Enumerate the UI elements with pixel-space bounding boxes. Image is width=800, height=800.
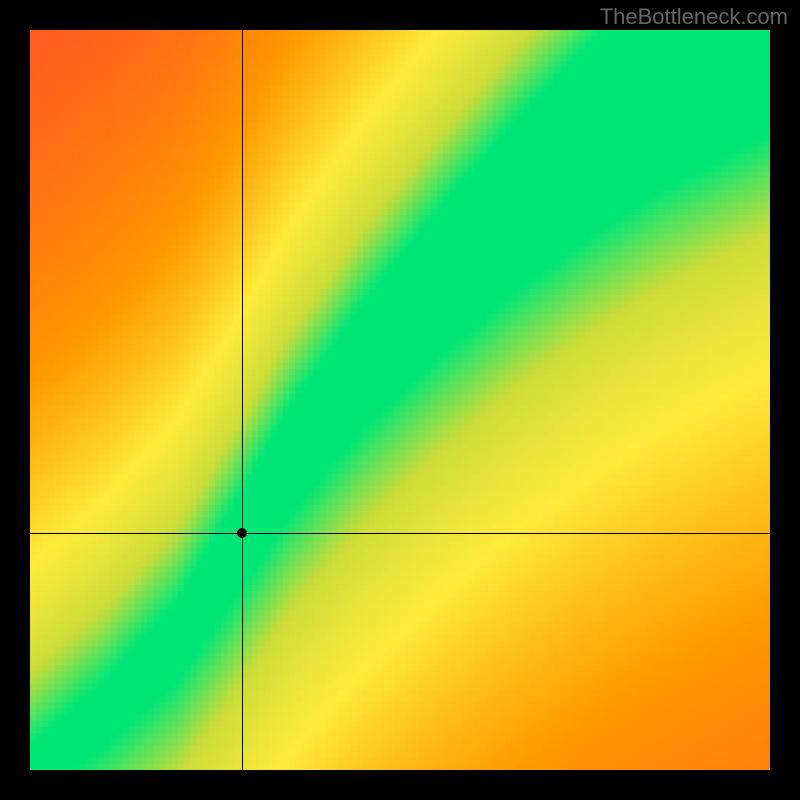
crosshair-horizontal: [30, 533, 770, 534]
selection-marker: [237, 528, 247, 538]
plot-area: [30, 30, 770, 770]
watermark-text: TheBottleneck.com: [600, 4, 788, 30]
crosshair-vertical: [242, 30, 243, 770]
bottleneck-heatmap: [30, 30, 770, 770]
chart-container: TheBottleneck.com: [0, 0, 800, 800]
